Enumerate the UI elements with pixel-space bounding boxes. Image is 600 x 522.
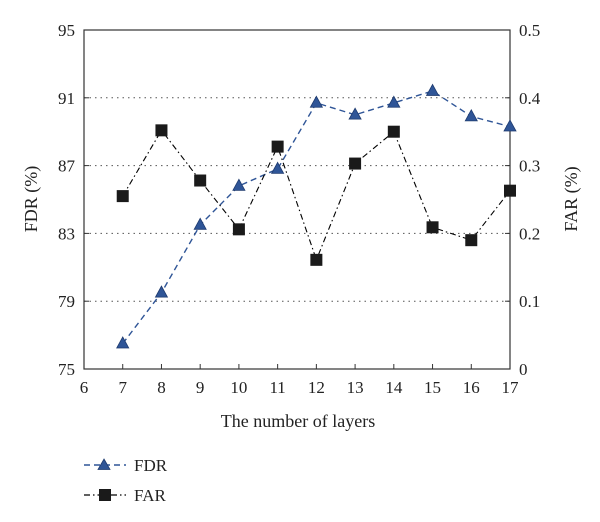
series-far-point-9 [194, 174, 207, 187]
y-right-tick-label-4: 0.4 [519, 89, 541, 108]
series-fdr-point-13 [348, 107, 362, 120]
grid-lines [84, 97, 510, 302]
y-right-tick-label-5: 0.5 [519, 21, 540, 40]
y-axis-left-title: FDR (%) [21, 166, 42, 233]
series-far-point-12 [310, 253, 323, 266]
series-far-point-11 [271, 140, 284, 153]
x-tick-label-9: 15 [424, 378, 441, 397]
x-tick-label-1: 7 [118, 378, 127, 397]
series-fdr-point-15 [425, 83, 440, 96]
legend: FDR FAR [84, 456, 168, 505]
series-far-point-16 [465, 234, 478, 247]
x-tick-label-0: 6 [80, 378, 89, 397]
x-tick-label-6: 12 [308, 378, 325, 397]
y-left-tick-label-4: 91 [58, 89, 75, 108]
y-left-tick-label-2: 83 [58, 224, 75, 243]
y-left-tick-label-0: 75 [58, 360, 75, 379]
y-right-tick-label-2: 0.2 [519, 224, 540, 243]
axis-ticks: 6 7 8 9 10 11 12 13 14 15 16 17 75 79 83 87 91 95 0 0.1 0.2 0… [58, 21, 541, 397]
series-far-point-8 [155, 124, 168, 137]
y-left-tick-label-1: 79 [58, 292, 75, 311]
plot-frame [83, 29, 511, 370]
legend-item-far: FAR [84, 486, 166, 505]
y-left-tick-label-3: 87 [58, 157, 76, 176]
y-right-tick-label-3: 0.3 [519, 157, 540, 176]
series-fdr-point-11 [270, 161, 285, 174]
legend-far-label: FAR [134, 486, 166, 505]
x-tick-label-5: 11 [269, 378, 285, 397]
series-fdr-point-8 [154, 285, 169, 298]
x-axis-title: The number of layers [221, 411, 375, 431]
y-right-tick-label-0: 0 [519, 360, 528, 379]
series-fdr-point-16 [464, 109, 478, 122]
series-fdr-point-17 [503, 119, 517, 132]
x-tick-label-3: 9 [196, 378, 205, 397]
series-fdr-line [122, 90, 511, 345]
x-tick-label-7: 13 [347, 378, 364, 397]
y-left-tick-label-5: 95 [58, 21, 75, 40]
x-tick-label-2: 8 [157, 378, 166, 397]
series-fdr-point-9 [193, 217, 207, 230]
y-right-tick-label-1: 0.1 [519, 292, 540, 311]
series-layer [116, 83, 517, 349]
series-fdr-point-10 [232, 178, 246, 191]
series-far-point-17 [504, 184, 516, 197]
legend-fdr-label: FDR [134, 456, 168, 475]
legend-fdr-marker [97, 458, 111, 470]
series-far-line [122, 129, 511, 262]
series-far-point-14 [387, 125, 400, 138]
series-fdr-point-14 [387, 95, 401, 108]
series-far-point-15 [426, 221, 439, 234]
series-fdr-point-12 [309, 95, 324, 108]
x-tick-label-10: 16 [463, 378, 480, 397]
x-tick-label-4: 10 [230, 378, 247, 397]
y-axis-right-title: FAR (%) [561, 166, 582, 231]
series-fdr-point-7 [116, 336, 130, 349]
series-far-point-10 [232, 223, 245, 236]
legend-far-marker [99, 489, 111, 501]
x-tick-label-8: 14 [385, 378, 403, 397]
series-far-point-13 [349, 157, 362, 170]
x-tick-label-11: 17 [502, 378, 520, 397]
legend-item-fdr: FDR [84, 456, 168, 475]
series-far-point-7 [116, 190, 129, 203]
